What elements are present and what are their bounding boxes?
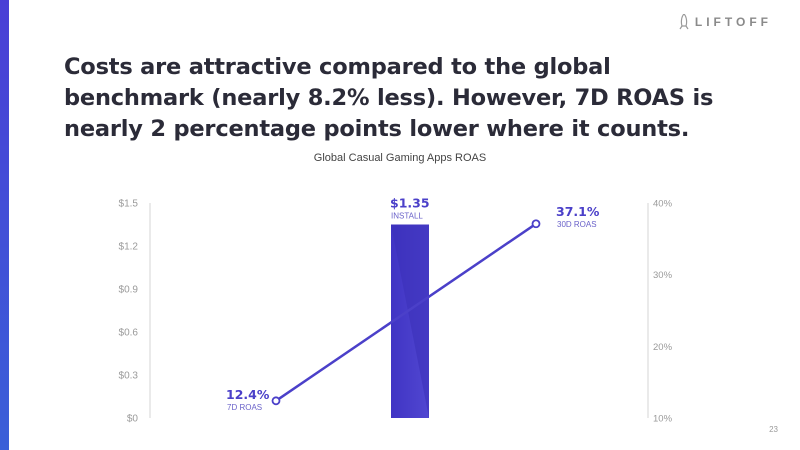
left-axis-tick: $0.3: [119, 371, 139, 382]
bar-value-label: $1.35: [390, 196, 430, 211]
left-axis-tick: $1.5: [119, 199, 139, 210]
roas-point: [531, 219, 541, 229]
right-axis-tick: 40%: [653, 199, 673, 210]
left-axis-tick: $0.9: [119, 285, 139, 296]
logo-text: LIFTOFF: [694, 15, 772, 29]
roas-line: [275, 222, 537, 402]
right-axis-tick: 20%: [653, 342, 673, 353]
roas-point: [271, 396, 281, 406]
left-accent-stripe: [0, 0, 9, 450]
install-bar-shade: [391, 224, 429, 418]
bar-sub-label: INSTALL: [391, 212, 423, 221]
slide-headline: Costs are attractive compared to the glo…: [64, 54, 714, 142]
right-axis-tick: 30%: [653, 270, 673, 281]
point-value-label: 12.4%: [226, 387, 270, 402]
point-sub-label: 30D ROAS: [557, 220, 597, 229]
left-axis-tick: $0.6: [119, 328, 139, 339]
liftoff-logo: LIFTOFF: [679, 14, 772, 30]
chart-title: Global Casual Gaming Apps ROAS: [313, 152, 487, 164]
left-axis-tick: $1.2: [119, 242, 139, 253]
rocket-icon: [679, 14, 689, 30]
point-value-label: 37.1%: [556, 204, 600, 219]
page-number: 23: [769, 425, 778, 434]
left-axis-tick: $0: [127, 414, 139, 425]
right-axis-tick: 10%: [653, 414, 673, 425]
point-sub-label: 7D ROAS: [227, 403, 262, 412]
